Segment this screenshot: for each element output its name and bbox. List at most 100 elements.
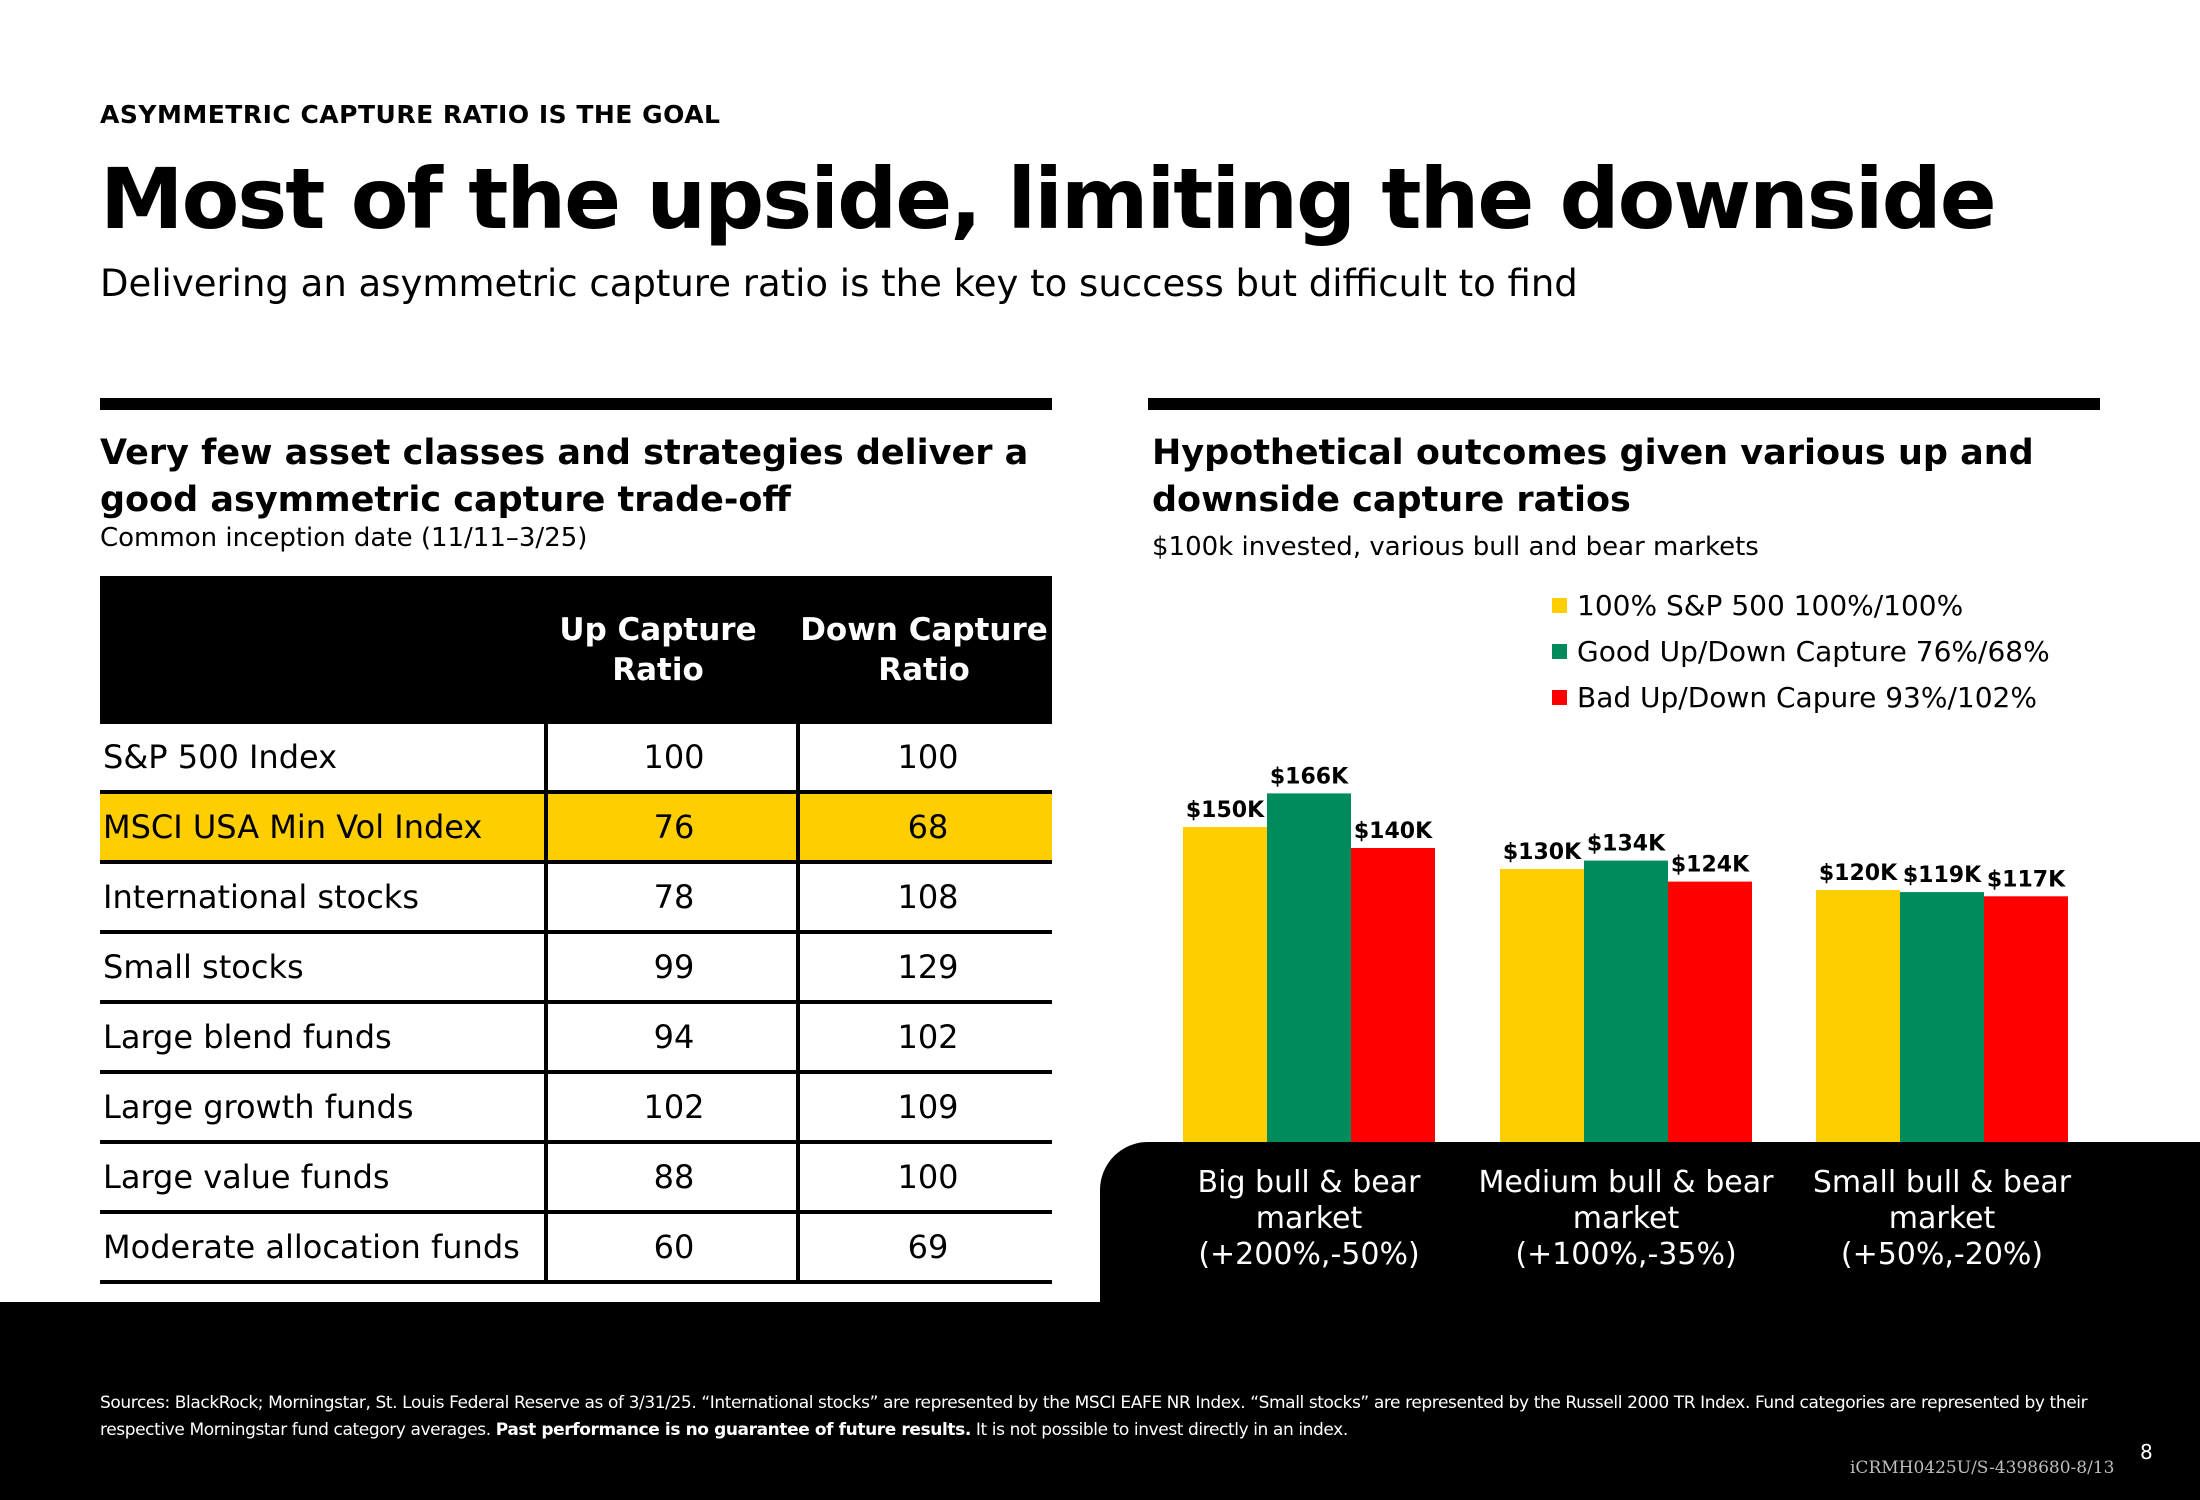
table-row: S&P 500 Index 100 100	[100, 724, 1052, 794]
legend-label: 100% S&P 500 100%/100%	[1577, 588, 1964, 622]
row-up-value: 102	[544, 1074, 800, 1140]
row-down-value: 100	[796, 1144, 1056, 1210]
page-subtitle: Delivering an asymmetric capture ratio i…	[100, 262, 1578, 305]
row-name: S&P 500 Index	[103, 738, 338, 776]
table-row: International stocks 78 108	[100, 864, 1052, 934]
row-up-value: 88	[544, 1144, 800, 1210]
right-panel-title: Hypothetical outcomes given various up a…	[1152, 430, 2034, 524]
category-label-line: Small bull & bear	[1813, 1165, 2072, 1200]
row-down-value: 100	[796, 724, 1056, 790]
category-label-line: market	[1256, 1201, 1363, 1236]
sources-disclaimer-bold: Past performance is no guarantee of futu…	[495, 1420, 972, 1440]
table-row-highlighted: MSCI USA Min Vol Index 76 68	[100, 794, 1052, 864]
page-number: 8	[2140, 1440, 2153, 1464]
bar-good-capture-2	[1584, 860, 1668, 1142]
row-down-value: 108	[796, 864, 1056, 930]
chart-bars: $150K $130K $120K $166K $134K $119K $140K $124K…	[1183, 764, 2068, 1142]
category-label-line: (+100%,-35%)	[1515, 1237, 1736, 1272]
legend-item-sp500: 100% S&P 500 100%/100%	[1552, 582, 2050, 628]
row-name: Large value funds	[103, 1158, 390, 1196]
sources-text-tail: It is not possible to invest directly in…	[970, 1420, 1348, 1440]
eyebrow-heading: ASYMMETRIC CAPTURE RATIO IS THE GOAL	[100, 100, 721, 129]
row-down-value: 129	[796, 934, 1056, 1000]
legend-swatch	[1552, 689, 1567, 705]
bar-sp500-3	[1816, 890, 1900, 1142]
row-down-value: 68	[796, 794, 1056, 860]
bar-value-label: $117K	[1987, 867, 2066, 892]
left-panel-rule	[100, 398, 1052, 410]
category-label-line: Big bull & bear	[1198, 1165, 1422, 1200]
legend-swatch	[1552, 643, 1567, 659]
left-panel-title-line1: Very few asset classes and strategies de…	[100, 433, 1029, 473]
sources-note: Sources: BlackRock; Morningstar, St. Lou…	[100, 1390, 2110, 1444]
bar-bad-capture-3	[1984, 896, 2068, 1142]
row-down-value: 102	[796, 1004, 1056, 1070]
category-label-line: market	[1889, 1201, 1996, 1236]
row-name: Moderate allocation funds	[103, 1228, 520, 1266]
footer-band	[0, 1302, 2200, 1500]
bar-value-label: $120K	[1819, 861, 1898, 886]
sources-text: Sources: BlackRock; Morningstar, St. Lou…	[100, 1393, 2088, 1440]
row-up-value: 94	[544, 1004, 800, 1070]
legend-swatch	[1552, 597, 1567, 613]
document-code: iCRMH0425U/S-4398680-8/13	[1850, 1458, 2115, 1478]
table-row: Large growth funds 102 109	[100, 1074, 1052, 1144]
table-row: Large value funds 88 100	[100, 1144, 1052, 1214]
table-row: Small stocks 99 129	[100, 934, 1052, 1004]
col-header-up-line1: Up Capture	[559, 612, 757, 648]
bar-value-label: $166K	[1270, 764, 1349, 789]
col-header-up-line2: Ratio	[612, 652, 704, 688]
chart-category-band	[1100, 1142, 2200, 1317]
row-down-value: 109	[796, 1074, 1056, 1140]
row-up-value: 76	[544, 794, 800, 860]
bar-chart: $150K $130K $120K $166K $134K $119K $140K $124K…	[1183, 764, 2072, 1272]
chart-category-labels: Big bull & bearmarket(+200%,-50%)Medium …	[1198, 1165, 2072, 1272]
row-name: International stocks	[103, 878, 419, 916]
bar-value-label: $124K	[1671, 853, 1750, 878]
bar-value-label: $150K	[1186, 798, 1265, 823]
legend-item-bad-capture: Bad Up/Down Capure 93%/102%	[1552, 674, 2050, 720]
row-down-value: 69	[796, 1214, 1056, 1280]
col-header-down-line2: Ratio	[878, 652, 970, 688]
col-header-down-capture: Down Capture Ratio	[796, 610, 1052, 690]
row-name: Large blend funds	[103, 1018, 392, 1056]
bar-good-capture-1	[1267, 793, 1351, 1142]
left-panel-title-line2: good asymmetric capture trade-off	[100, 480, 791, 520]
legend-label: Bad Up/Down Capure 93%/102%	[1577, 680, 2037, 714]
page-title: Most of the upside, limiting the downsid…	[100, 150, 1997, 248]
bar-bad-capture-2	[1668, 881, 1752, 1142]
right-panel-title-line2: downside capture ratios	[1152, 480, 1631, 520]
row-name: Small stocks	[103, 948, 304, 986]
row-up-value: 78	[544, 864, 800, 930]
bar-sp500-2	[1500, 869, 1584, 1142]
bar-value-label: $119K	[1903, 863, 1982, 888]
category-label-line: (+50%,-20%)	[1841, 1237, 2043, 1272]
bar-value-label: $134K	[1587, 832, 1666, 857]
row-name: Large growth funds	[103, 1088, 414, 1126]
col-header-up-capture: Up Capture Ratio	[544, 610, 772, 690]
right-panel-rule	[1148, 398, 2100, 410]
table-header: Up Capture Ratio Down Capture Ratio	[100, 576, 1052, 724]
right-panel-title-line1: Hypothetical outcomes given various up a…	[1152, 433, 2034, 473]
bar-bad-capture-1	[1351, 848, 1435, 1142]
bar-value-label: $140K	[1354, 819, 1433, 844]
category-label-line: Medium bull & bear	[1479, 1165, 1775, 1200]
table-row: Large blend funds 94 102	[100, 1004, 1052, 1074]
row-up-value: 60	[544, 1214, 800, 1280]
row-name: MSCI USA Min Vol Index	[103, 808, 483, 846]
bar-good-capture-3	[1900, 892, 1984, 1142]
left-panel-subtitle: Common inception date (11/11–3/25)	[100, 523, 588, 553]
table-row: Moderate allocation funds 60 69	[100, 1214, 1052, 1284]
bar-value-label: $130K	[1503, 840, 1582, 865]
bar-sp500-1	[1183, 827, 1267, 1142]
col-header-down-line1: Down Capture	[800, 612, 1048, 648]
legend-label: Good Up/Down Capture 76%/68%	[1577, 634, 2050, 668]
chart-legend: 100% S&P 500 100%/100% Good Up/Down Capt…	[1552, 582, 2050, 720]
row-up-value: 100	[544, 724, 800, 790]
row-up-value: 99	[544, 934, 800, 1000]
legend-item-good-capture: Good Up/Down Capture 76%/68%	[1552, 628, 2050, 674]
left-panel-title: Very few asset classes and strategies de…	[100, 430, 1028, 524]
right-panel-subtitle: $100k invested, various bull and bear ma…	[1152, 532, 1759, 562]
category-label-line: market	[1573, 1201, 1680, 1236]
capture-ratio-table: Up Capture Ratio Down Capture Ratio S&P …	[100, 576, 1052, 1284]
